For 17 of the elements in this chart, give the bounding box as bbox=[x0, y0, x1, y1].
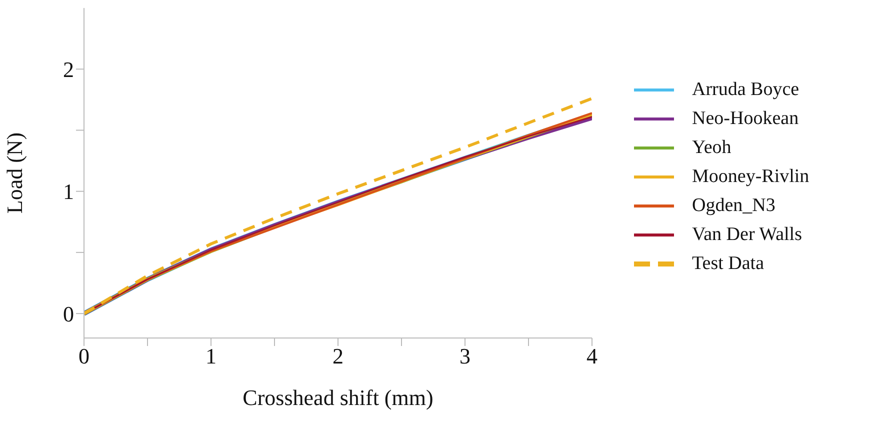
legend-label: Yeoh bbox=[692, 136, 732, 160]
legend-label: Ogden_N3 bbox=[692, 194, 776, 218]
y-axis-title: Load (N) bbox=[2, 132, 27, 214]
x-tick-label: 3 bbox=[460, 344, 470, 369]
legend-label: Neo-Hookean bbox=[692, 107, 799, 131]
legend-label: Mooney-Rivlin bbox=[692, 165, 810, 189]
x-axis-title: Crosshead shift (mm) bbox=[242, 385, 434, 410]
x-tick-label: 2 bbox=[332, 344, 344, 369]
legend-label: Arruda Boyce bbox=[692, 78, 800, 102]
x-tick-label: 1 bbox=[206, 344, 216, 369]
x-tick-label: 4 bbox=[586, 344, 598, 369]
legend-label: Test Data bbox=[692, 252, 764, 276]
y-tick-label: 0 bbox=[63, 301, 74, 326]
y-tick-label: 2 bbox=[63, 56, 74, 82]
y-tick-label: 1 bbox=[63, 179, 74, 204]
legend-label: Van Der Walls bbox=[692, 223, 802, 247]
x-tick-label: 0 bbox=[78, 344, 90, 369]
